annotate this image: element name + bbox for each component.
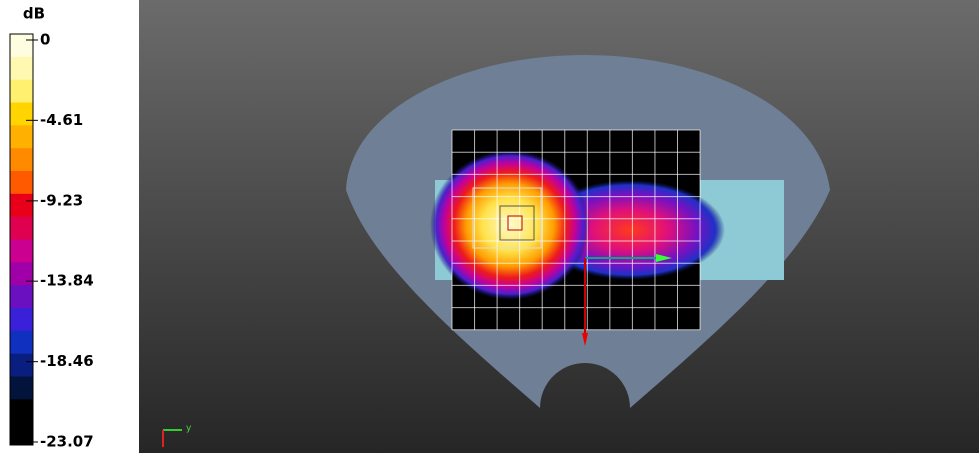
colorbar-band — [10, 79, 33, 103]
colorbar — [9, 33, 38, 446]
colorbar-tick-label: -18.46 — [40, 352, 94, 370]
colorbar-band — [10, 216, 33, 240]
colorbar-band — [10, 285, 33, 309]
colorbar-band — [10, 422, 33, 446]
axis-arrow — [656, 254, 672, 262]
colorbar-band — [10, 125, 33, 149]
colorbar-band — [10, 193, 33, 218]
zoom-cube — [507, 215, 523, 231]
colorbar-band — [10, 308, 33, 332]
colorbar-band — [10, 239, 33, 263]
colorbar-band — [10, 56, 33, 81]
colorbar-band — [10, 102, 33, 126]
colorbar-tick-label: -4.61 — [40, 111, 83, 129]
zoom-cube — [499, 205, 535, 241]
colorbar-band — [10, 353, 33, 377]
colorbar-band — [10, 376, 33, 400]
colorbar-tick-label: -9.23 — [40, 191, 83, 209]
colorbar-band — [10, 399, 33, 423]
colorbar-band — [10, 34, 33, 58]
colorbar-tick-label: 0 — [40, 31, 50, 49]
colorbar-band — [10, 148, 33, 172]
zoom-cube — [472, 187, 542, 249]
colorbar-band — [10, 171, 33, 195]
colorbar-unit: dB — [23, 5, 45, 23]
heat-region — [430, 150, 590, 300]
colorbar-band — [10, 330, 33, 355]
colorbar-tick-label: -13.84 — [40, 272, 94, 290]
colorbar-frame — [9, 33, 34, 446]
triad-label: y — [186, 424, 192, 434]
colorbar-band — [10, 262, 33, 286]
axis-arrow — [582, 333, 588, 346]
colorbar-tick-label: -23.07 — [40, 433, 94, 451]
